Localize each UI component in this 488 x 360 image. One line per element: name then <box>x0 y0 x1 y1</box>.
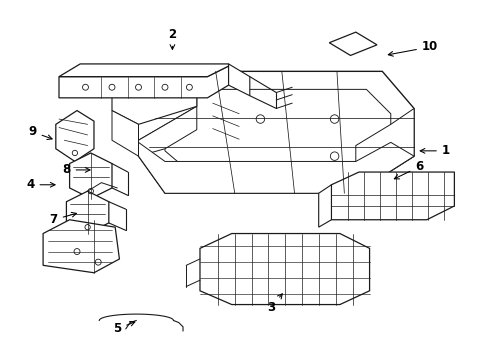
Polygon shape <box>56 111 94 161</box>
Polygon shape <box>112 79 196 124</box>
Polygon shape <box>164 89 390 175</box>
Polygon shape <box>200 234 369 305</box>
Text: 3: 3 <box>266 294 282 314</box>
Text: 8: 8 <box>62 163 90 176</box>
Text: 10: 10 <box>387 40 437 56</box>
Polygon shape <box>69 153 112 199</box>
Polygon shape <box>328 32 376 55</box>
Text: 5: 5 <box>113 321 135 336</box>
Polygon shape <box>138 71 196 140</box>
Polygon shape <box>355 108 413 193</box>
Text: 1: 1 <box>419 144 449 157</box>
Text: 6: 6 <box>393 160 423 179</box>
Polygon shape <box>59 66 228 98</box>
Polygon shape <box>43 220 119 273</box>
Text: 4: 4 <box>26 178 55 191</box>
Polygon shape <box>66 191 109 234</box>
Polygon shape <box>112 111 138 156</box>
Text: 9: 9 <box>28 125 52 140</box>
Polygon shape <box>138 142 413 193</box>
Polygon shape <box>228 64 249 96</box>
Text: 7: 7 <box>49 212 76 226</box>
Polygon shape <box>138 106 196 156</box>
Text: 2: 2 <box>168 28 176 49</box>
Polygon shape <box>318 185 331 227</box>
Polygon shape <box>59 64 228 77</box>
Polygon shape <box>331 172 453 220</box>
Polygon shape <box>138 71 413 193</box>
